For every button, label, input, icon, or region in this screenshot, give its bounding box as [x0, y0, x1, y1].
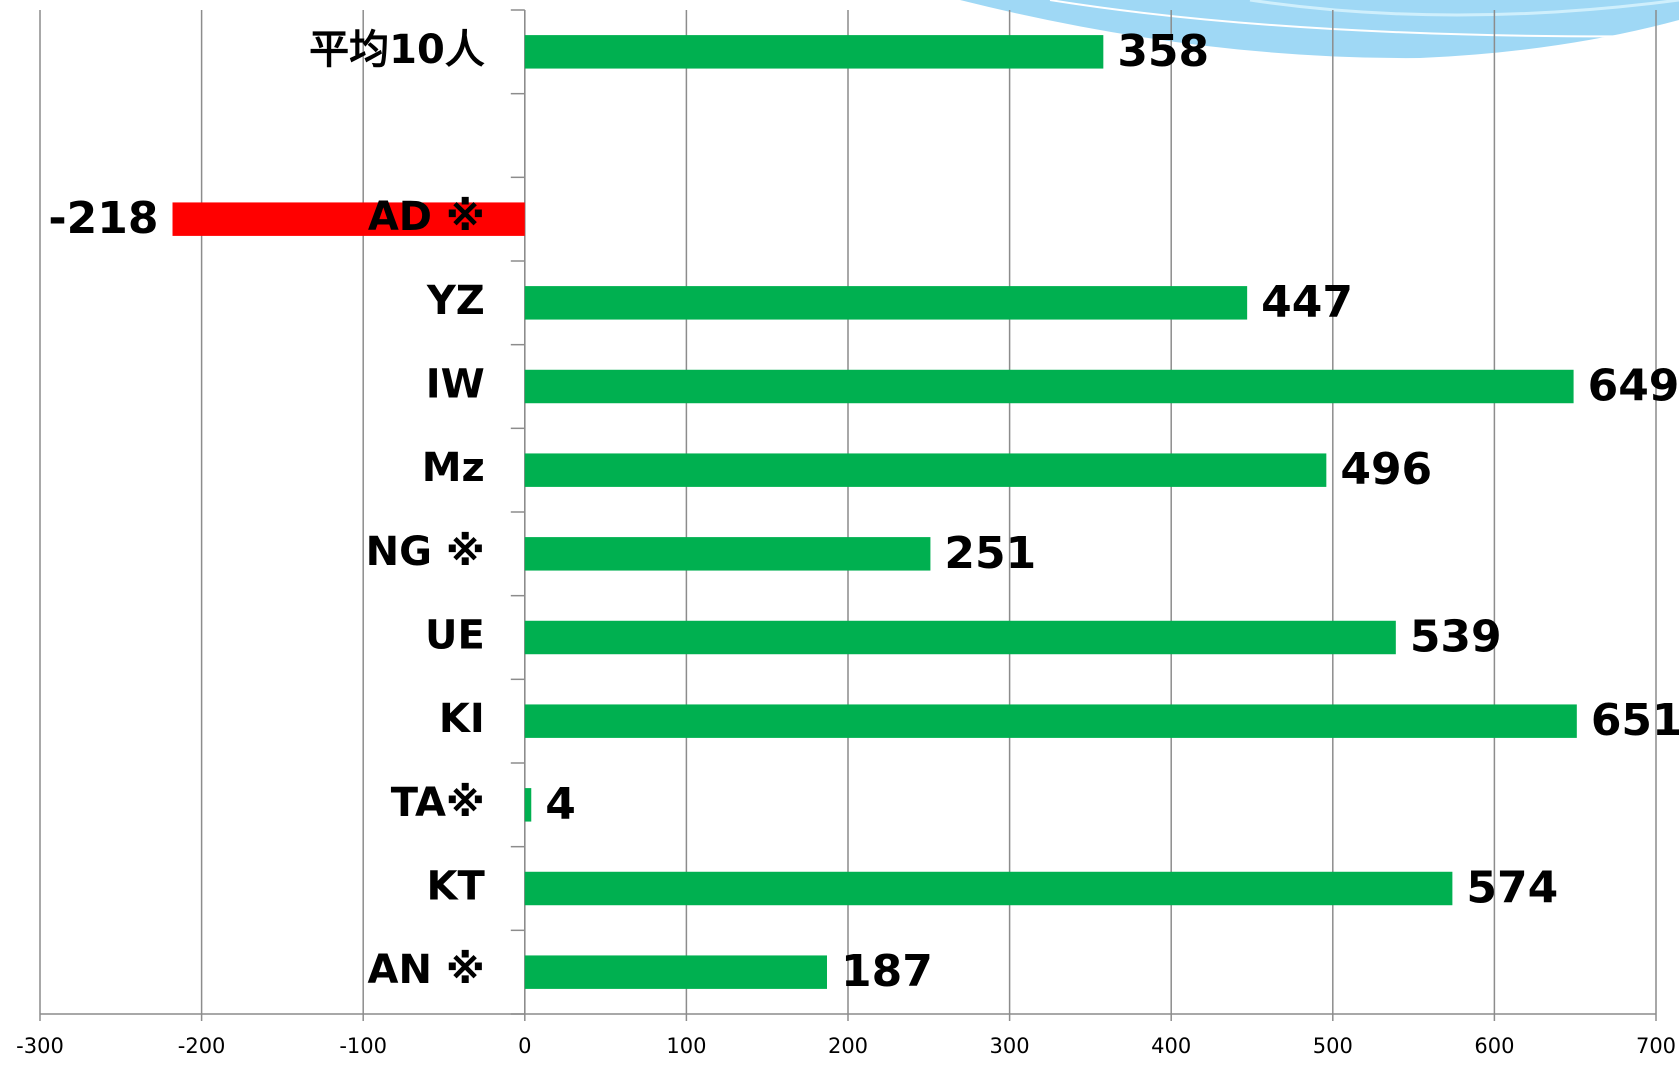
bar [524, 871, 1453, 906]
bar [524, 788, 532, 822]
x-tick-label: 700 [1636, 1034, 1676, 1058]
data-label: 251 [944, 528, 1036, 579]
y-tick-label: KT [427, 864, 486, 910]
bar [172, 202, 525, 236]
x-tick-label: 100 [666, 1034, 706, 1058]
y-tick-label: AN ※ [368, 947, 485, 993]
x-tick-label: 400 [1151, 1034, 1191, 1058]
data-label: 651 [1591, 695, 1679, 746]
y-tick-label: Mz [422, 445, 485, 491]
y-tick-label: IW [426, 362, 485, 408]
x-tick-label: 200 [828, 1034, 868, 1058]
x-tick-label: 500 [1313, 1034, 1353, 1058]
bar [524, 453, 1327, 487]
y-tick-label: AD ※ [368, 194, 485, 240]
x-tick-label: -100 [339, 1034, 387, 1058]
data-label: 649 [1588, 361, 1679, 412]
bar [524, 35, 1104, 69]
bar [524, 286, 1248, 320]
x-tick-label: 0 [518, 1034, 531, 1058]
data-label: 358 [1117, 26, 1209, 77]
y-tick-label: YZ [426, 278, 485, 324]
y-tick-label: KI [439, 696, 485, 742]
data-label: 4 [545, 779, 576, 830]
x-tick-label: 300 [990, 1034, 1030, 1058]
data-label: 447 [1261, 277, 1353, 328]
data-label: 187 [841, 946, 933, 997]
x-tick-label: -300 [16, 1034, 64, 1058]
data-label: -218 [48, 193, 158, 244]
y-tick-label: UE [425, 613, 485, 659]
bar [524, 620, 1396, 655]
bar [524, 955, 827, 989]
data-label: 496 [1340, 444, 1432, 495]
y-tick-label: TA※ [391, 780, 485, 826]
y-tick-label: 平均10人 [309, 27, 485, 73]
bar [524, 537, 931, 571]
data-label: 574 [1466, 863, 1558, 914]
x-tick-label: 600 [1474, 1034, 1514, 1058]
bar [524, 369, 1574, 404]
x-tick-label: -200 [178, 1034, 226, 1058]
bar [524, 704, 1577, 738]
data-label: 539 [1410, 612, 1502, 663]
y-tick-label: NG ※ [366, 529, 485, 575]
